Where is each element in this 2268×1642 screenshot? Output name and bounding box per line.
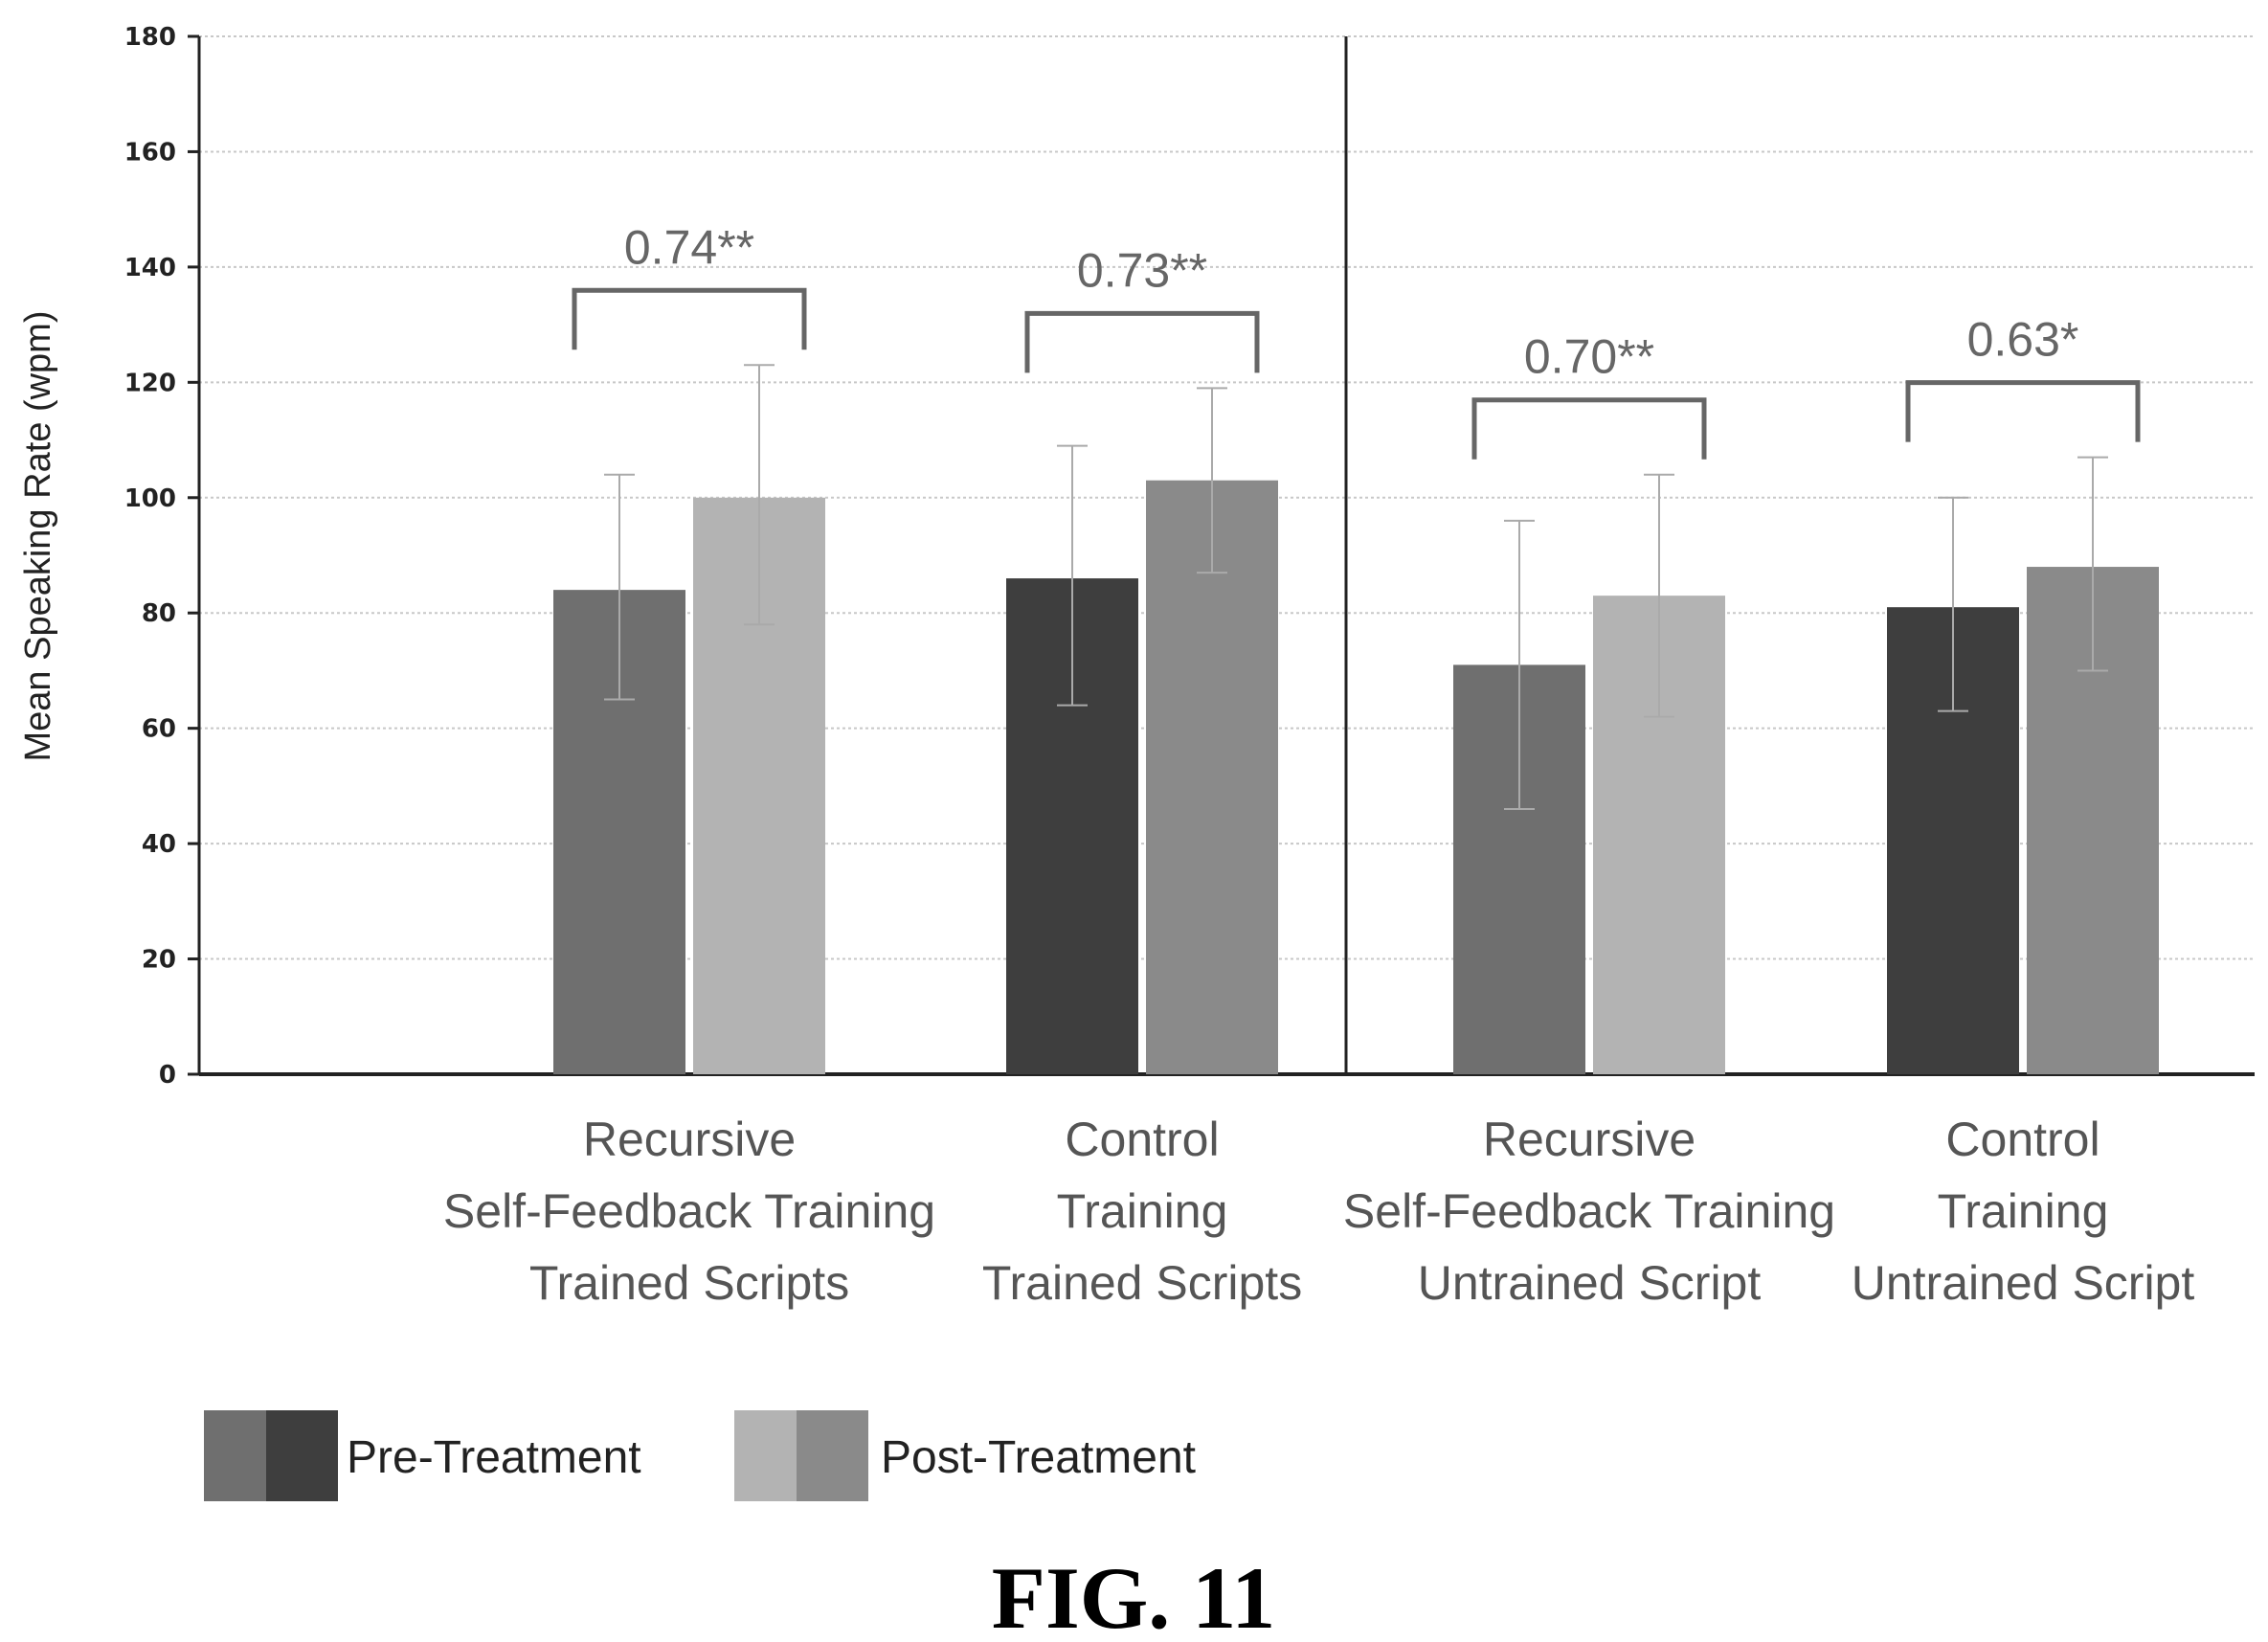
y-tick-label: 120: [124, 369, 176, 397]
significance-bracket: [1024, 310, 1260, 373]
y-tick-label: 140: [124, 254, 176, 282]
category-labels: Recursive Self-Feedback Training Trained S…: [443, 1113, 2194, 1310]
category-label: Control: [1065, 1113, 1219, 1166]
y-tick-label: 20: [142, 946, 176, 975]
category-label: Trained Scripts: [982, 1256, 1302, 1310]
significance-label: 0.74**: [624, 220, 754, 274]
category-label: Untrained Script: [1418, 1256, 1762, 1310]
category-label: Self-Feedback Training: [443, 1184, 935, 1238]
category-label: Control: [1945, 1113, 2100, 1166]
category-label: Recursive: [583, 1113, 796, 1166]
significance-bracket: [572, 287, 807, 350]
figure-label: FIG. 11: [992, 1549, 1275, 1642]
legend-label-pre-treatment: Pre-Treatment: [347, 1432, 641, 1483]
category-label: Training: [1057, 1184, 1228, 1238]
category-label: Untrained Script: [1852, 1256, 2195, 1310]
category-label: Self-Feedback Training: [1343, 1184, 1835, 1238]
y-tick-label: 0: [159, 1061, 176, 1090]
bar-post-treatment: [1146, 480, 1278, 1074]
legend-swatch-pre-treatment-light: [204, 1410, 266, 1501]
category-label: Trained Scripts: [529, 1256, 849, 1310]
y-tick-label: 180: [124, 23, 176, 52]
significance-label: 0.63*: [1967, 313, 2079, 367]
legend-swatch-post-treatment-light: [734, 1410, 797, 1501]
significance-label: 0.73**: [1077, 243, 1207, 297]
legend: Pre-Treatment Post-Treatment: [204, 1410, 1196, 1501]
significance-label: 0.70**: [1524, 330, 1654, 384]
category-label: Recursive: [1483, 1113, 1695, 1166]
category-label: Training: [1938, 1184, 2109, 1238]
bars: [553, 480, 2159, 1074]
legend-label-post-treatment: Post-Treatment: [881, 1432, 1196, 1483]
significance-bracket: [1471, 397, 1707, 460]
significance-bracket: [1905, 380, 2141, 442]
y-tick-label: 100: [124, 484, 176, 513]
y-tick-label: 60: [142, 715, 176, 744]
y-tick-label: 40: [142, 830, 176, 859]
error-bars: [604, 364, 2108, 810]
y-tick-label: 160: [124, 138, 176, 167]
y-tick-label: 80: [142, 599, 176, 628]
significance-annotations: 0.74** 0.73** 0.70** 0.63*: [572, 220, 2141, 460]
y-axis-label: Mean Speaking Rate (wpm): [18, 311, 58, 762]
